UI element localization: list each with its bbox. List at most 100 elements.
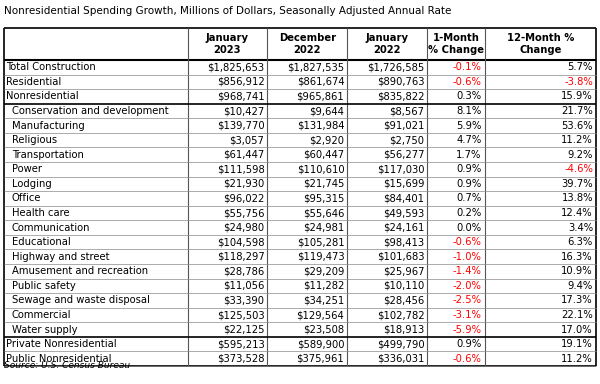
Text: Nonresidential Spending Growth, Millions of Dollars, Seasonally Adjusted Annual : Nonresidential Spending Growth, Millions… <box>4 6 451 16</box>
Text: $91,021: $91,021 <box>383 121 424 131</box>
Text: $29,209: $29,209 <box>303 266 344 276</box>
Text: $117,030: $117,030 <box>377 164 424 174</box>
Text: Communication: Communication <box>12 223 91 233</box>
Text: 9.2%: 9.2% <box>568 150 593 160</box>
Text: $2,920: $2,920 <box>310 135 344 145</box>
Text: -4.6%: -4.6% <box>564 164 593 174</box>
Text: 16.3%: 16.3% <box>562 252 593 262</box>
Text: $965,861: $965,861 <box>296 91 344 101</box>
Text: 12-Month %
Change: 12-Month % Change <box>506 33 574 55</box>
Text: 17.0%: 17.0% <box>562 324 593 334</box>
Text: 4.7%: 4.7% <box>457 135 482 145</box>
Text: $22,125: $22,125 <box>223 324 265 334</box>
Text: Commercial: Commercial <box>12 310 71 320</box>
Text: 0.3%: 0.3% <box>457 91 482 101</box>
Text: Source: U.S. Census Bureau: Source: U.S. Census Bureau <box>4 361 130 370</box>
Text: 11.2%: 11.2% <box>561 354 593 364</box>
Text: $60,447: $60,447 <box>303 150 344 160</box>
Text: $336,031: $336,031 <box>377 354 424 364</box>
Text: Residential: Residential <box>6 77 61 87</box>
Text: Conservation and development: Conservation and development <box>12 106 169 116</box>
Text: Private Nonresidential: Private Nonresidential <box>6 339 116 349</box>
Text: $10,427: $10,427 <box>223 106 265 116</box>
Text: 5.9%: 5.9% <box>457 121 482 131</box>
Text: 17.3%: 17.3% <box>562 295 593 305</box>
Text: $101,683: $101,683 <box>377 252 424 262</box>
Text: -2.5%: -2.5% <box>453 295 482 305</box>
Text: $856,912: $856,912 <box>217 77 265 87</box>
Text: $8,567: $8,567 <box>389 106 424 116</box>
Text: -1.4%: -1.4% <box>453 266 482 276</box>
Text: Health care: Health care <box>12 208 70 218</box>
Text: $139,770: $139,770 <box>217 121 265 131</box>
Text: Water supply: Water supply <box>12 324 77 334</box>
Text: 6.3%: 6.3% <box>568 237 593 247</box>
Text: 3.4%: 3.4% <box>568 223 593 233</box>
Text: $589,900: $589,900 <box>297 339 344 349</box>
Text: $28,786: $28,786 <box>223 266 265 276</box>
Text: 0.7%: 0.7% <box>457 194 482 204</box>
Text: Power: Power <box>12 164 42 174</box>
Text: 21.7%: 21.7% <box>561 106 593 116</box>
Text: $499,790: $499,790 <box>377 339 424 349</box>
Text: $105,281: $105,281 <box>297 237 344 247</box>
Text: -3.1%: -3.1% <box>453 310 482 320</box>
Text: Highway and street: Highway and street <box>12 252 110 262</box>
Text: $21,930: $21,930 <box>223 179 265 189</box>
Text: Transportation: Transportation <box>12 150 84 160</box>
Text: $98,413: $98,413 <box>383 237 424 247</box>
Text: $3,057: $3,057 <box>230 135 265 145</box>
Text: Sewage and waste disposal: Sewage and waste disposal <box>12 295 150 305</box>
Text: $861,674: $861,674 <box>297 77 344 87</box>
Text: $61,447: $61,447 <box>223 150 265 160</box>
Text: Public safety: Public safety <box>12 281 76 291</box>
Text: $33,390: $33,390 <box>223 295 265 305</box>
Text: $373,528: $373,528 <box>217 354 265 364</box>
Text: -3.8%: -3.8% <box>564 77 593 87</box>
Text: $2,750: $2,750 <box>389 135 424 145</box>
Text: $595,213: $595,213 <box>217 339 265 349</box>
Text: $890,763: $890,763 <box>377 77 424 87</box>
Text: -2.0%: -2.0% <box>453 281 482 291</box>
Text: $1,825,653: $1,825,653 <box>208 62 265 72</box>
Text: $11,056: $11,056 <box>223 281 265 291</box>
Text: 9.4%: 9.4% <box>568 281 593 291</box>
Text: 8.1%: 8.1% <box>457 106 482 116</box>
Text: $111,598: $111,598 <box>217 164 265 174</box>
Text: 15.9%: 15.9% <box>561 91 593 101</box>
Text: $55,646: $55,646 <box>303 208 344 218</box>
Text: $9,644: $9,644 <box>310 106 344 116</box>
Text: $24,161: $24,161 <box>383 223 424 233</box>
Text: -1.0%: -1.0% <box>453 252 482 262</box>
Text: $102,782: $102,782 <box>377 310 424 320</box>
Text: $118,297: $118,297 <box>217 252 265 262</box>
Text: $56,277: $56,277 <box>383 150 424 160</box>
Text: -0.6%: -0.6% <box>453 354 482 364</box>
Text: 11.2%: 11.2% <box>561 135 593 145</box>
Text: 0.9%: 0.9% <box>457 164 482 174</box>
Text: $84,401: $84,401 <box>383 194 424 204</box>
Text: $968,741: $968,741 <box>217 91 265 101</box>
Text: $28,456: $28,456 <box>383 295 424 305</box>
Text: 0.2%: 0.2% <box>457 208 482 218</box>
Text: $25,967: $25,967 <box>383 266 424 276</box>
Text: Amusement and recreation: Amusement and recreation <box>12 266 148 276</box>
Text: $24,981: $24,981 <box>303 223 344 233</box>
Text: Office: Office <box>12 194 41 204</box>
Text: $18,913: $18,913 <box>383 324 424 334</box>
Text: -0.6%: -0.6% <box>453 237 482 247</box>
Text: 12.4%: 12.4% <box>562 208 593 218</box>
Text: $55,756: $55,756 <box>223 208 265 218</box>
Text: -5.9%: -5.9% <box>453 324 482 334</box>
Text: 10.9%: 10.9% <box>562 266 593 276</box>
Text: $375,961: $375,961 <box>296 354 344 364</box>
Text: Nonresidential: Nonresidential <box>6 91 79 101</box>
Text: 1.7%: 1.7% <box>457 150 482 160</box>
Text: $21,745: $21,745 <box>303 179 344 189</box>
Text: $10,110: $10,110 <box>383 281 424 291</box>
Text: January
2022: January 2022 <box>366 33 409 55</box>
Text: 13.8%: 13.8% <box>562 194 593 204</box>
Text: Lodging: Lodging <box>12 179 52 189</box>
Text: $104,598: $104,598 <box>217 237 265 247</box>
Text: $96,022: $96,022 <box>223 194 265 204</box>
